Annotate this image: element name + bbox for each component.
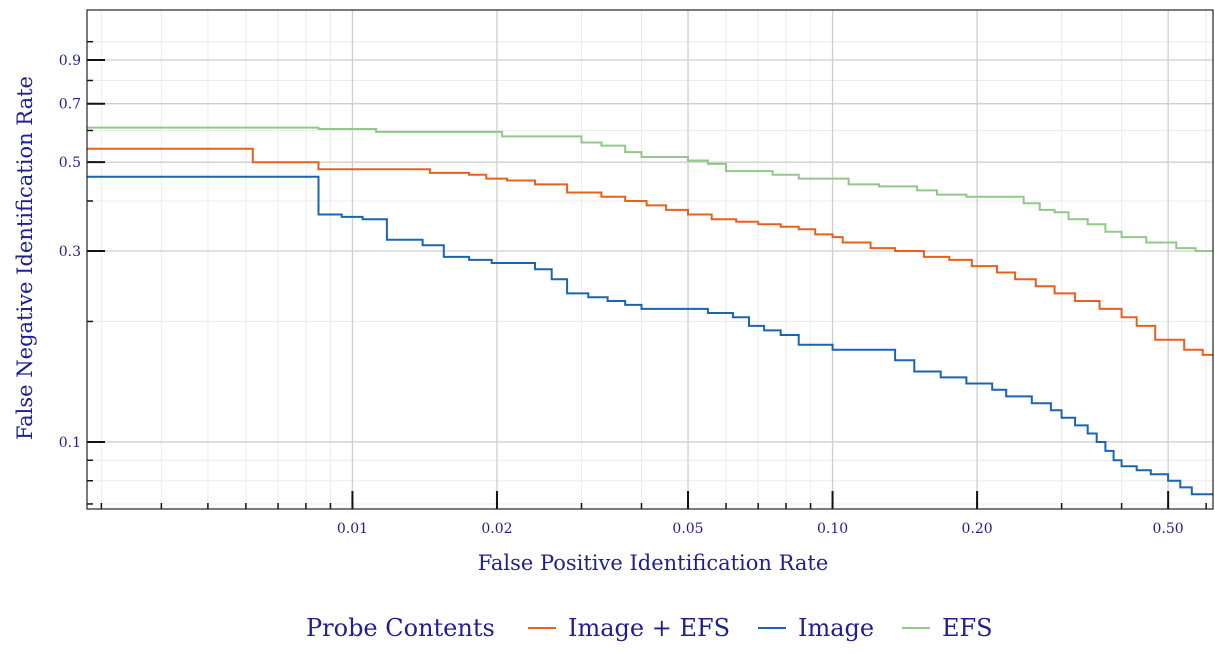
series-line-efs bbox=[87, 126, 1213, 252]
legend-title: Probe Contents bbox=[306, 614, 495, 642]
series-line-image-efs bbox=[87, 147, 1213, 356]
y-axis-title: False Negative Identification Rate bbox=[13, 76, 37, 440]
grid bbox=[87, 10, 1213, 509]
plot-frame bbox=[86, 9, 1214, 510]
x-tick-label: 0.50 bbox=[1153, 521, 1184, 537]
x-tick-label: 0.10 bbox=[817, 521, 848, 537]
tick-labels: 0.01 0.02 0.05 0.10 0.20 0.50 0.1 0.3 0.5 0.7 0.9 bbox=[59, 53, 1184, 537]
legend-label-efs: EFS bbox=[942, 614, 993, 642]
x-tick-label: 0.05 bbox=[672, 521, 703, 537]
x-tick-label: 0.20 bbox=[962, 521, 993, 537]
legend-label-image-efs: Image + EFS bbox=[568, 614, 730, 642]
series-lines bbox=[87, 126, 1213, 496]
legend: Probe Contents Image + EFS Image EFS bbox=[306, 614, 993, 642]
y-tick-label: 0.7 bbox=[59, 97, 81, 113]
y-tick-label: 0.1 bbox=[59, 435, 81, 451]
y-tick-label: 0.9 bbox=[59, 53, 81, 69]
legend-label-image: Image bbox=[798, 614, 874, 642]
series-line-image bbox=[87, 175, 1213, 496]
y-tick-label: 0.3 bbox=[59, 244, 81, 260]
x-axis-title: False Positive Identification Rate bbox=[478, 551, 829, 575]
x-tick-label: 0.01 bbox=[337, 521, 368, 537]
x-tick-label: 0.02 bbox=[481, 521, 512, 537]
y-tick-label: 0.5 bbox=[59, 155, 81, 171]
axis-ticks bbox=[87, 40, 1207, 509]
